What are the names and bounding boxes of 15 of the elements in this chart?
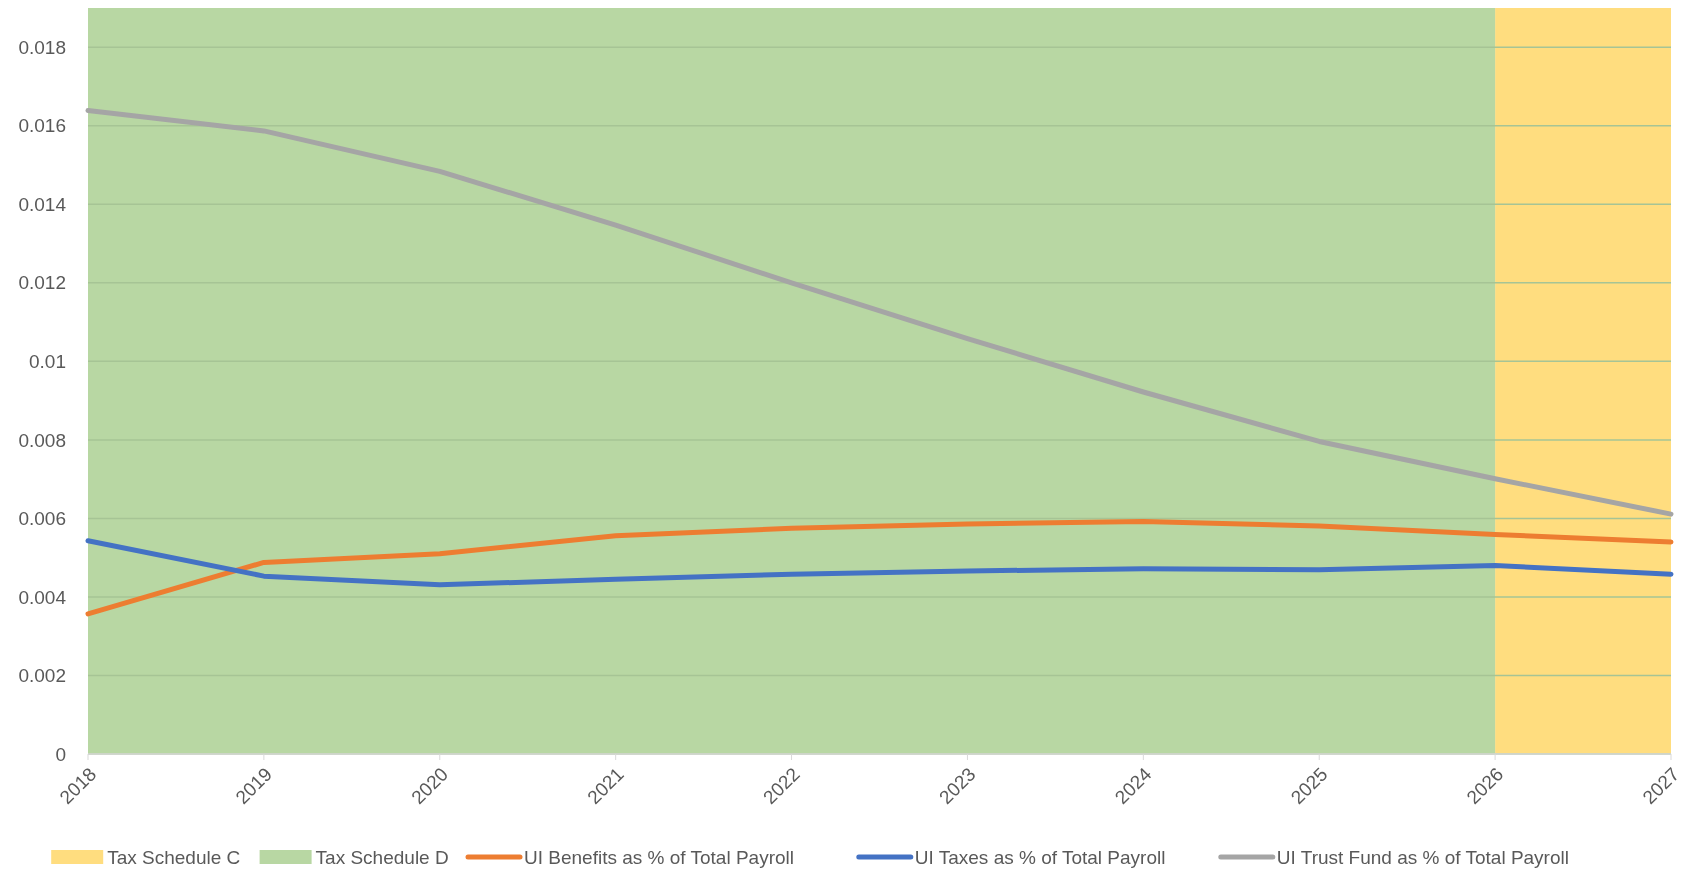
y-tick-label: 0: [55, 743, 66, 765]
legend-label: UI Taxes as % of Total Payroll: [914, 846, 1166, 868]
y-tick-label: 0.008: [18, 429, 66, 451]
y-tick-label: 0.004: [18, 586, 67, 608]
y-tick-label: 0.016: [18, 115, 66, 137]
y-tick-label: 0.012: [18, 272, 66, 294]
y-tick-label: 0.018: [18, 36, 66, 58]
y-tick-label: 0.014: [18, 193, 67, 215]
legend-label: Tax Schedule D: [315, 846, 449, 868]
y-tick-label: 0.01: [29, 351, 66, 373]
legend-label: UI Trust Fund as % of Total Payroll: [1276, 846, 1569, 868]
y-tick-label: 0.002: [18, 665, 66, 687]
legend-label: UI Benefits as % of Total Payroll: [524, 846, 794, 868]
legend-label: Tax Schedule C: [107, 846, 241, 868]
y-tick-label: 0.006: [18, 508, 66, 530]
